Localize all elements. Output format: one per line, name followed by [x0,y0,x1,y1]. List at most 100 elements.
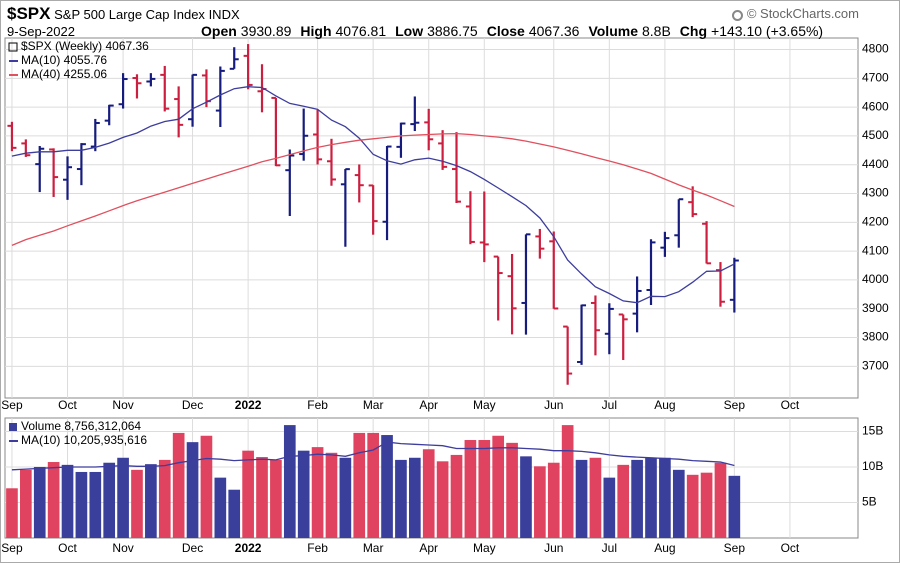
x-tick-label: Jun [544,541,563,555]
volume-bar [256,457,268,538]
x-tick-label: Sep [1,541,23,555]
x-tick-label: Aug [654,541,675,555]
volume-bar [158,459,171,538]
volume-bar [33,466,46,538]
volume-bar [186,442,199,538]
x-tick-label: Oct [781,541,800,555]
volume-bar [728,475,741,538]
volume-bar [520,456,532,538]
volume-bar [311,447,324,538]
volume-bar [534,466,546,538]
volume-bar [631,459,643,538]
x-tick-label: Sep [1,398,23,412]
volume-bar [61,464,74,538]
legend-label: MA(10) 4055.76 [21,53,107,67]
y-tick-label: 4100 [862,243,889,257]
x-tick-label: Sep [724,398,746,412]
x-tick-label: Jun [544,398,563,412]
stat-label: Close [486,23,525,39]
volume-bar [325,452,338,538]
volume-bar [297,450,310,538]
volume-bar [270,459,282,538]
copyright-text: © StockCharts.com [746,6,859,21]
x-tick-label: Oct [781,398,800,412]
stat-label: Chg [679,23,708,39]
y-tick-label: 4800 [862,42,889,56]
volume-bar [6,488,18,538]
y-tick-label: 3800 [862,330,889,344]
x-tick-label: Dec [182,541,203,555]
stat-label: Open [201,23,237,39]
index-name: S&P 500 Large Cap Index [54,7,205,22]
y-tick-label: 3900 [862,301,889,315]
volume-bar [700,472,713,538]
volume-bar [603,477,616,538]
x-tick-label: Aug [654,398,675,412]
ma-line [11,441,735,471]
y-tick-label: 4300 [862,186,889,200]
legend-label: MA(40) 4255.06 [21,67,107,81]
copyright: © StockCharts.com [732,6,859,21]
stat-label: Low [395,23,424,39]
y-tick-label: 5B [862,495,877,509]
y-tick-label: 3700 [862,358,889,372]
volume-bar [131,469,143,538]
x-tick-label: May [473,541,496,555]
volume-bar [395,459,407,538]
y-tick-label: 10B [862,459,883,473]
stats: Open 3930.89 High 4076.81 Low 3886.75 Close 406… [201,23,832,39]
y-tick-label: 4000 [862,272,889,286]
volume-bar [408,457,421,538]
panel [4,37,859,399]
volume-bar [381,435,393,538]
volume-bar [575,459,588,538]
x-tick-label: Feb [307,398,328,412]
volume-bar [200,435,213,538]
volume-bar [686,474,699,538]
x-tick-label: Nov [112,398,133,412]
exchange: INDX [208,7,240,22]
stat-value: 3930.89 [240,23,292,39]
x-tick-label: 2022 [235,398,262,412]
legend-label: $SPX (Weekly) 4067.36 [21,39,149,53]
stat-value: 4067.36 [528,23,580,39]
legend-label: MA(10) 10,205,935,616 [21,433,147,447]
volume-bar [20,469,32,538]
x-tick-label: Jul [602,541,617,555]
volume-bar [506,442,518,538]
x-tick-label: Dec [182,398,203,412]
volume-bar [228,489,241,538]
x-tick-label: 2022 [235,541,262,555]
x-tick-label: Nov [112,541,133,555]
volume-bar [145,464,157,538]
volume-bar [672,469,685,538]
volume-bar [214,477,227,538]
symbol: $SPX [7,4,51,23]
ma-line [11,86,735,304]
date: 9-Sep-2022 [7,24,75,39]
volume-bar [339,457,352,538]
volume-bar [478,440,491,538]
volume-bar [561,425,574,538]
legend-icon [8,42,18,52]
y-tick-label: 4200 [862,214,889,228]
stat-label: Volume [588,23,638,39]
x-tick-label: Oct [58,541,77,555]
volume-bar [436,461,449,538]
stat-value: 3886.75 [427,23,478,39]
volume-bar [645,457,657,538]
volume-bar [617,464,630,538]
volume-bar [422,449,435,538]
header-title: $SPX S&P 500 Large Cap Index INDX [7,4,240,24]
y-tick-label: 4700 [862,70,889,84]
stat-value: 4076.81 [335,23,387,39]
volume-bar [283,425,296,538]
volume-bar [117,457,129,538]
legend-label: Volume 8,756,312,064 [21,419,141,433]
volume-bar [714,462,727,538]
y-tick-label: 4600 [862,99,889,113]
x-tick-label: Oct [58,398,77,412]
volume-bar [492,435,505,538]
y-tick-label: 4400 [862,157,889,171]
